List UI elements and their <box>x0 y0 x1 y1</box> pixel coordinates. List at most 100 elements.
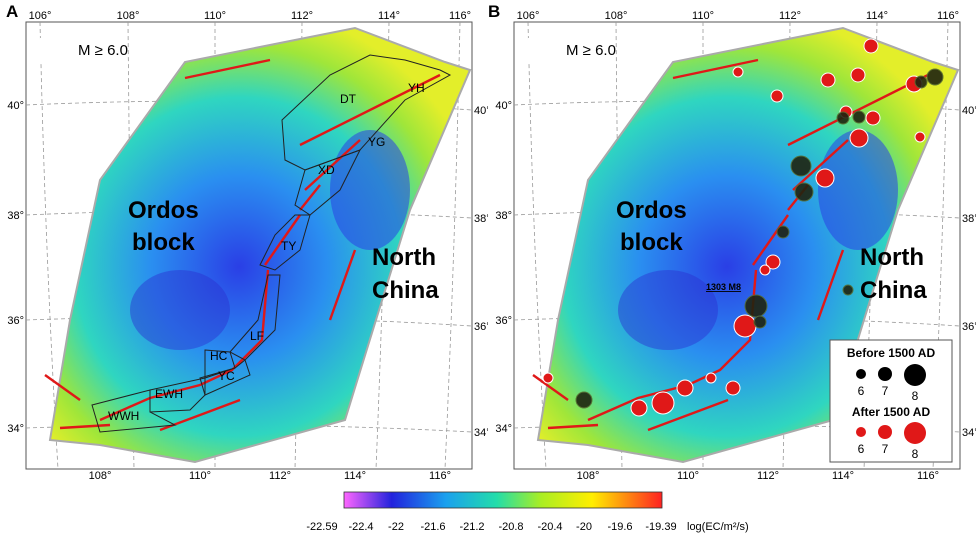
earthquake-marker <box>630 399 648 417</box>
earthquake-marker <box>914 131 926 143</box>
zone-outlines <box>91 54 452 433</box>
svg-text:114°: 114° <box>866 10 888 22</box>
legend-size: 6 <box>858 442 865 456</box>
colorbar-gradient <box>343 491 663 509</box>
earthquake-marker <box>705 372 717 384</box>
region-label-north: North <box>372 244 436 271</box>
colorbar-tick: -22.4 <box>348 521 373 533</box>
colorbar-tick: -19.6 <box>607 521 632 533</box>
svg-text:116°: 116° <box>449 10 471 22</box>
region-label-north: North <box>860 244 924 271</box>
lon-ticks-bottom: 108° 110° 112° 114° 116° <box>89 470 451 482</box>
colorbar-tick: -20 <box>576 521 592 533</box>
panel-letter: A <box>6 2 19 21</box>
svg-text:112°: 112° <box>757 470 779 480</box>
legend-size: 6 <box>858 384 865 398</box>
svg-text:34°: 34° <box>474 427 488 439</box>
events-after-1500 <box>542 38 926 417</box>
magnitude-label: M ≥ 6.0 <box>566 42 616 59</box>
region-label-block: block <box>620 229 683 256</box>
svg-text:112°: 112° <box>779 10 801 22</box>
svg-text:40°: 40° <box>495 100 512 112</box>
lat-ticks-right: 40° 38° 36° 34° <box>962 105 976 439</box>
low-anomaly <box>818 130 898 250</box>
zone-label: WWH <box>108 409 139 423</box>
svg-text:116°: 116° <box>937 10 959 22</box>
map-b: M ≥ 6.0 1303 M8 Ordos block North China … <box>495 10 976 482</box>
svg-text:108°: 108° <box>577 470 600 480</box>
region-label-china: China <box>860 277 927 304</box>
faults <box>532 58 929 432</box>
legend-symbol-after <box>856 427 866 437</box>
earthquake-marker <box>914 75 928 89</box>
svg-text:40°: 40° <box>7 100 24 112</box>
svg-text:38°: 38° <box>962 213 976 225</box>
zone-label: XD <box>318 163 335 177</box>
svg-text:110°: 110° <box>204 10 226 22</box>
earthquake-marker <box>753 315 767 329</box>
zone-label: TY <box>281 239 296 253</box>
svg-text:106°: 106° <box>29 10 52 22</box>
legend-symbol-before <box>878 367 892 381</box>
region-label-ordos: Ordos <box>616 197 687 224</box>
svg-text:108°: 108° <box>117 10 140 22</box>
earthquake-marker <box>765 254 781 270</box>
svg-text:38°: 38° <box>495 210 512 222</box>
legend-box <box>40 38 64 62</box>
svg-text:36°: 36° <box>962 321 976 333</box>
earthquake-marker <box>542 372 554 384</box>
svg-text:110°: 110° <box>692 10 714 22</box>
colorbar-tick: -19.39 <box>645 521 676 533</box>
svg-text:110°: 110° <box>189 470 211 480</box>
svg-text:40°: 40° <box>474 105 488 117</box>
earthquake-marker <box>836 111 850 125</box>
colorbar: -22.59 -22.4 -22 -21.6 -21.2 -20.8 -20.4… <box>306 491 749 533</box>
lon-ticks-top: 106° 108° 110° 112° 114° 116° <box>29 10 471 22</box>
panel-letter: B <box>488 2 501 21</box>
magnitude-legend: Before 1500 AD 6 7 8 After 1500 AD 6 7 8 <box>829 339 953 463</box>
svg-text:110°: 110° <box>677 470 699 480</box>
zone-label: DT <box>340 92 357 106</box>
magnitude-label: M ≥ 6.0 <box>78 42 128 59</box>
earthquake-marker <box>744 294 768 318</box>
earthquake-marker <box>815 168 835 188</box>
earthquake-marker <box>770 89 784 103</box>
svg-text:114°: 114° <box>378 10 400 22</box>
zone-label: LF <box>250 329 264 343</box>
svg-text:108°: 108° <box>89 470 112 480</box>
zone-label: HC <box>210 349 228 363</box>
svg-text:112°: 112° <box>269 470 291 480</box>
region-labels: Ordos block North China <box>128 197 439 304</box>
earthquake-marker <box>651 391 675 415</box>
svg-text:108°: 108° <box>605 10 628 22</box>
svg-text:36°: 36° <box>474 321 488 333</box>
colorbar-tick: -22.59 <box>306 521 337 533</box>
earthquake-marker <box>776 225 790 239</box>
panel-a: A <box>0 0 491 482</box>
legend-size: 7 <box>882 384 889 398</box>
svg-text:38°: 38° <box>7 210 24 222</box>
low-anomaly <box>618 270 718 350</box>
earthquake-marker <box>863 38 879 54</box>
earthquake-marker <box>842 284 854 296</box>
colorbar-tick: -20.4 <box>537 521 562 533</box>
svg-text:112°: 112° <box>291 10 313 22</box>
region-label-china: China <box>372 277 439 304</box>
earthquake-marker <box>676 379 694 397</box>
lon-ticks-bottom: 108° 110° 112° 114° 116° <box>577 470 939 482</box>
svg-text:38°: 38° <box>474 213 488 225</box>
colorbar-tick: -21.6 <box>420 521 445 533</box>
colorbar-ticks: -22.59 -22.4 -22 -21.6 -21.2 -20.8 -20.4… <box>306 521 676 533</box>
events-before-1500 <box>575 68 944 409</box>
lat-ticks-left: 40° 38° 36° 34° <box>495 100 512 435</box>
earthquake-marker <box>733 314 757 338</box>
zone-label: YG <box>368 135 385 149</box>
legend-symbol-before <box>856 369 866 379</box>
map-a: DT YG YH XD TY LF HC YC EWH WWH M ≥ 6.0 … <box>7 10 490 482</box>
earthquake-marker <box>865 110 881 126</box>
zone-labels: DT YG YH XD TY LF HC YC EWH WWH <box>108 81 425 423</box>
colorbar-tick: -20.8 <box>498 521 523 533</box>
colorbar-unit: log(EC/m²/s) <box>687 521 749 533</box>
zone-label: YH <box>408 81 425 95</box>
svg-text:34°: 34° <box>7 423 24 435</box>
